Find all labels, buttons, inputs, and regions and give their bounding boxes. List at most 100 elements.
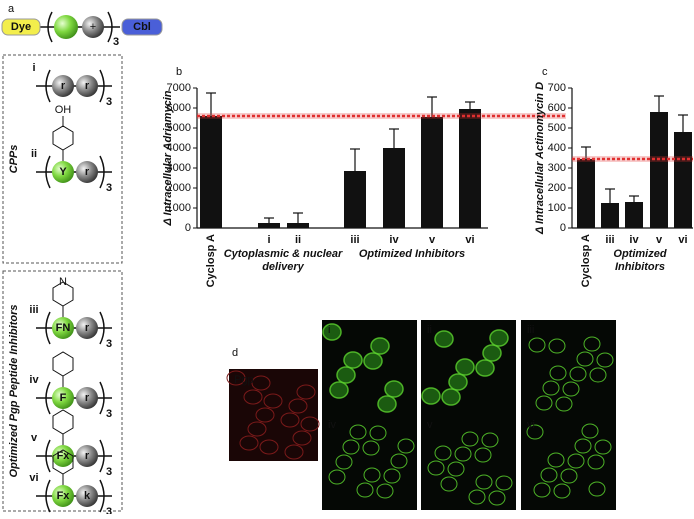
y-axis-label: Δ Intracellular Adriamycin (162, 90, 174, 226)
y-tick-label: 500 (548, 122, 566, 134)
y-tick-label: 4000 (167, 142, 191, 154)
x-tick-label: v (656, 234, 663, 246)
numeral: vi (29, 472, 38, 484)
cell (569, 366, 587, 382)
cell (363, 467, 381, 483)
cell-outline (280, 412, 300, 428)
cell (474, 447, 492, 463)
cell-outline (247, 421, 267, 437)
cell (475, 359, 495, 377)
y-tick-label: 0 (560, 222, 566, 234)
cbl-box (121, 18, 163, 36)
cell (363, 352, 383, 370)
substituent: OH (55, 104, 72, 116)
cell (384, 380, 404, 398)
bracket (45, 155, 51, 189)
x-tick-label: iv (629, 234, 639, 246)
repeat: 3 (106, 338, 112, 350)
bar (625, 202, 643, 228)
cell-outline (296, 384, 316, 400)
y-tick-label: 0 (185, 222, 191, 234)
y-tick-label: 5000 (167, 122, 191, 134)
bracket (45, 381, 51, 415)
group-label-box: Optimized Inhibitors (359, 248, 465, 260)
bracket (99, 155, 105, 189)
image-label: vi (527, 419, 535, 431)
y-axis-label: Δ Intracellular Actinomycin D (534, 82, 546, 235)
cell (370, 337, 390, 355)
cell (421, 387, 441, 405)
residue-label: r (85, 322, 90, 334)
x-tick-label: Cyclosp A (205, 234, 217, 287)
ring (52, 449, 74, 475)
repeat: 3 (106, 182, 112, 194)
cell (547, 452, 565, 468)
numeral: v (31, 432, 38, 444)
y-tick-label: 100 (548, 202, 566, 214)
residue (52, 387, 74, 409)
cell (397, 438, 415, 454)
bar (344, 171, 366, 228)
residue-label: F (60, 392, 67, 404)
group-label: Cytoplasmic & nuclear delivery (223, 248, 343, 273)
panel-label: d (232, 347, 238, 359)
group-label-box: Cytoplasmic & nuclear delivery (223, 248, 343, 273)
cell (475, 474, 493, 490)
residue (76, 445, 98, 467)
y-tick-label: 700 (548, 82, 566, 94)
residue (76, 387, 98, 409)
residue (52, 317, 74, 339)
y-tick-label: 2000 (167, 182, 191, 194)
bar (674, 132, 692, 228)
bar (601, 203, 619, 228)
x-tick-label: v (429, 234, 436, 246)
cbl-label: Cbl (133, 21, 151, 33)
image-label: i (328, 324, 330, 336)
repeat: 3 (106, 466, 112, 478)
cell (482, 344, 502, 362)
cell (495, 475, 513, 491)
cell (376, 483, 394, 499)
x-tick-label: vi (465, 234, 474, 246)
x-tick-label: iv (389, 234, 399, 246)
repeat: 3 (106, 506, 112, 514)
residue-label: r (85, 166, 90, 178)
bar (200, 116, 222, 228)
repeat: 3 (106, 96, 112, 108)
cell (562, 381, 580, 397)
bracket (99, 311, 105, 345)
residue (54, 15, 78, 39)
residue (76, 75, 98, 97)
cell (434, 445, 452, 461)
bracket (45, 479, 51, 513)
cell (461, 431, 479, 447)
bracket (107, 11, 113, 43)
residue-label: FN (56, 322, 71, 334)
cell (594, 439, 612, 455)
cell (574, 438, 592, 454)
image-label: ii (427, 324, 432, 336)
dye-label: Dye (11, 21, 31, 33)
cell (342, 439, 360, 455)
bar (650, 112, 668, 228)
numeral: iv (29, 374, 39, 386)
cell (560, 468, 578, 484)
cell (441, 388, 461, 406)
cell (581, 423, 599, 439)
image-label: iv (328, 419, 336, 431)
cell (576, 351, 594, 367)
bracket (45, 69, 51, 103)
cell (555, 396, 573, 412)
repeat: 3 (106, 408, 112, 420)
x-tick-label: ii (295, 234, 301, 246)
cell (454, 446, 472, 462)
y-tick-label: 7000 (167, 82, 191, 94)
image-label: iii (527, 324, 534, 336)
y-tick-label: 400 (548, 142, 566, 154)
group-box (2, 270, 123, 512)
cell (362, 440, 380, 456)
cell (440, 476, 458, 492)
residue (76, 317, 98, 339)
numeral: i (32, 62, 35, 74)
panel-label: a (8, 3, 15, 15)
